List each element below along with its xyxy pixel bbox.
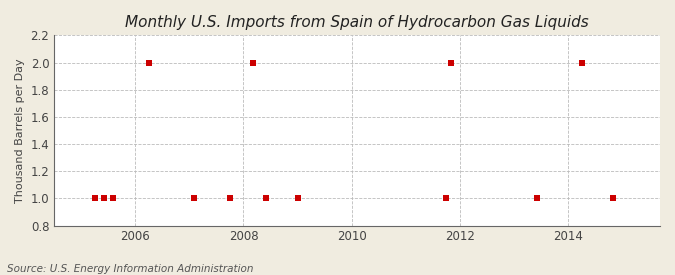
Point bbox=[143, 60, 154, 65]
Y-axis label: Thousand Barrels per Day: Thousand Barrels per Day bbox=[15, 58, 25, 203]
Point bbox=[531, 196, 542, 201]
Text: Source: U.S. Energy Information Administration: Source: U.S. Energy Information Administ… bbox=[7, 264, 253, 274]
Point bbox=[261, 196, 271, 201]
Point bbox=[107, 196, 118, 201]
Point bbox=[188, 196, 199, 201]
Point bbox=[89, 196, 100, 201]
Point bbox=[446, 60, 456, 65]
Point bbox=[99, 196, 109, 201]
Point bbox=[576, 60, 587, 65]
Point bbox=[292, 196, 303, 201]
Title: Monthly U.S. Imports from Spain of Hydrocarbon Gas Liquids: Monthly U.S. Imports from Spain of Hydro… bbox=[125, 15, 589, 30]
Point bbox=[225, 196, 236, 201]
Point bbox=[608, 196, 618, 201]
Point bbox=[441, 196, 452, 201]
Point bbox=[247, 60, 258, 65]
